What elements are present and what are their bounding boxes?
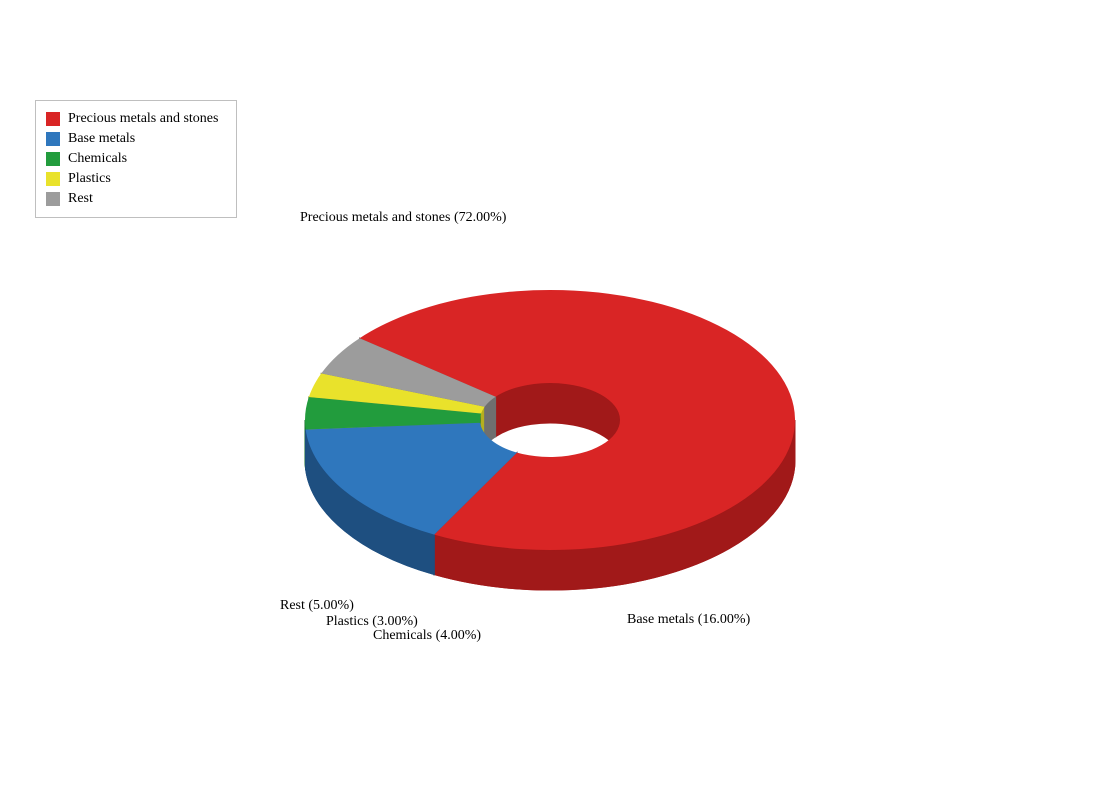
slice-label: Precious metals and stones (72.00%) (300, 210, 506, 226)
legend-label: Chemicals (68, 151, 127, 167)
slice-label: Base metals (16.00%) (627, 612, 750, 628)
slice-label: Chemicals (4.00%) (373, 628, 481, 644)
legend-label: Base metals (68, 131, 135, 147)
legend-swatch (46, 172, 60, 186)
legend-item: Chemicals (46, 149, 218, 169)
slice-label: Plastics (3.00%) (326, 614, 418, 630)
legend-item: Base metals (46, 129, 218, 149)
legend-label: Plastics (68, 171, 111, 187)
legend-label: Precious metals and stones (68, 111, 218, 127)
legend-item: Precious metals and stones (46, 109, 218, 129)
legend-swatch (46, 152, 60, 166)
legend-swatch (46, 132, 60, 146)
chart-legend: Precious metals and stones Base metals Che… (35, 100, 237, 218)
legend-item: Plastics (46, 169, 218, 189)
legend-swatch (46, 192, 60, 206)
slice-label: Rest (5.00%) (280, 598, 354, 614)
legend-label: Rest (68, 191, 93, 207)
legend-swatch (46, 112, 60, 126)
legend-item: Rest (46, 189, 218, 209)
